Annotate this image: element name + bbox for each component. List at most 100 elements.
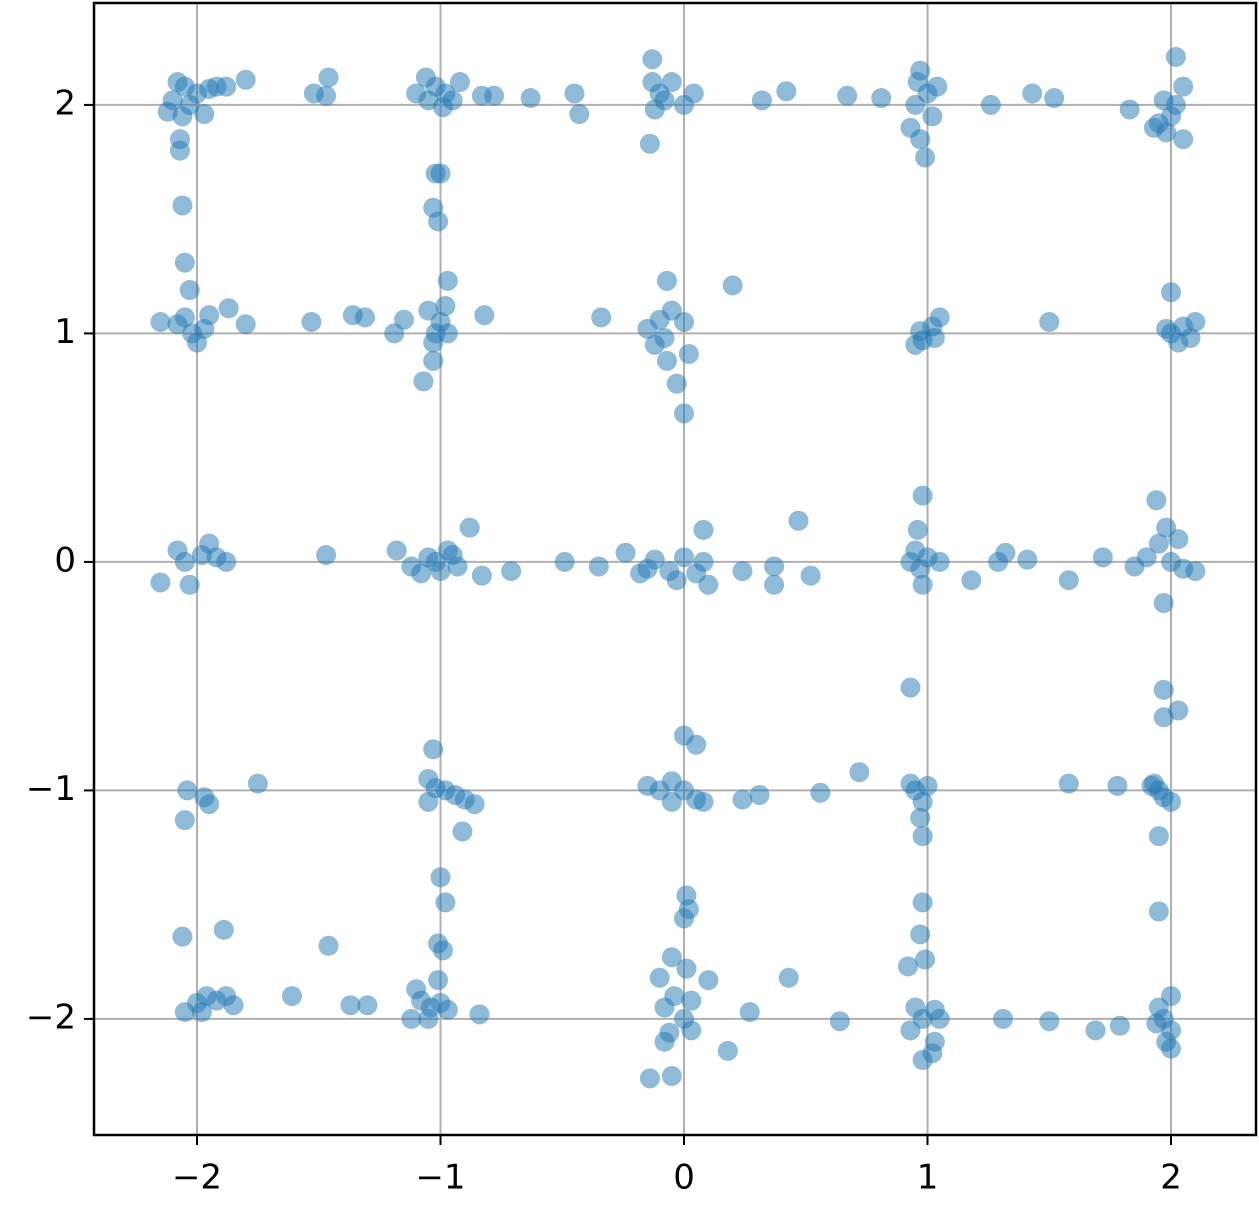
point bbox=[837, 85, 858, 106]
point bbox=[749, 784, 770, 805]
point bbox=[1185, 561, 1206, 582]
points bbox=[150, 46, 1206, 1089]
point bbox=[435, 892, 456, 913]
point bbox=[739, 1002, 760, 1023]
point bbox=[912, 574, 933, 595]
point bbox=[1039, 1011, 1060, 1032]
point bbox=[318, 935, 339, 956]
point bbox=[174, 551, 195, 572]
point bbox=[169, 140, 190, 161]
point bbox=[423, 739, 444, 760]
point bbox=[247, 773, 268, 794]
y-tick-label: 0 bbox=[54, 540, 76, 580]
point bbox=[428, 970, 449, 991]
point bbox=[520, 88, 541, 109]
point bbox=[1146, 1013, 1167, 1034]
point bbox=[1092, 547, 1113, 568]
point bbox=[678, 343, 699, 364]
point bbox=[281, 986, 302, 1007]
point bbox=[693, 791, 714, 812]
point bbox=[693, 551, 714, 572]
point bbox=[437, 999, 458, 1020]
point bbox=[425, 551, 446, 572]
point bbox=[661, 947, 682, 968]
point bbox=[428, 211, 449, 232]
point bbox=[992, 1008, 1013, 1029]
point bbox=[910, 129, 931, 150]
point bbox=[642, 72, 663, 93]
point bbox=[898, 956, 919, 977]
point bbox=[157, 101, 178, 122]
point bbox=[810, 782, 831, 803]
point bbox=[174, 307, 195, 328]
point bbox=[452, 821, 473, 842]
point bbox=[1109, 1015, 1130, 1036]
point bbox=[1168, 700, 1189, 721]
point bbox=[1156, 318, 1177, 339]
point bbox=[1058, 773, 1079, 794]
point bbox=[661, 1066, 682, 1087]
point bbox=[1148, 901, 1169, 922]
point bbox=[318, 67, 339, 88]
point bbox=[432, 97, 453, 118]
point bbox=[213, 919, 234, 940]
point bbox=[924, 327, 945, 348]
point bbox=[1146, 490, 1167, 511]
point bbox=[764, 574, 785, 595]
point bbox=[150, 311, 171, 332]
point bbox=[179, 94, 200, 115]
point bbox=[1148, 826, 1169, 847]
point bbox=[1168, 529, 1189, 550]
point bbox=[637, 558, 658, 579]
point bbox=[764, 556, 785, 577]
point bbox=[912, 892, 933, 913]
point bbox=[910, 924, 931, 945]
point bbox=[435, 295, 456, 316]
point bbox=[447, 556, 468, 577]
point bbox=[912, 791, 933, 812]
point bbox=[1039, 311, 1060, 332]
point bbox=[693, 519, 714, 540]
point bbox=[1165, 94, 1186, 115]
point bbox=[681, 1020, 702, 1041]
point bbox=[674, 547, 695, 568]
point bbox=[1161, 986, 1182, 1007]
point bbox=[174, 810, 195, 831]
point bbox=[418, 791, 439, 812]
point bbox=[1017, 549, 1038, 570]
point bbox=[654, 1031, 675, 1052]
point bbox=[554, 551, 575, 572]
point bbox=[235, 314, 256, 335]
point bbox=[915, 147, 936, 168]
point bbox=[449, 72, 470, 93]
point bbox=[564, 83, 585, 104]
point bbox=[666, 373, 687, 394]
plot-frame bbox=[92, 1, 1258, 1137]
point bbox=[871, 88, 892, 109]
point bbox=[674, 403, 695, 424]
point bbox=[316, 85, 337, 106]
point bbox=[401, 1008, 422, 1029]
y-tick-label: 2 bbox=[54, 83, 76, 123]
point bbox=[829, 1011, 850, 1032]
point bbox=[995, 542, 1016, 563]
point bbox=[355, 307, 376, 328]
point bbox=[423, 350, 444, 371]
point bbox=[678, 899, 699, 920]
point bbox=[174, 252, 195, 273]
point bbox=[929, 307, 950, 328]
point bbox=[464, 794, 485, 815]
point bbox=[788, 510, 809, 531]
point bbox=[474, 305, 495, 326]
point bbox=[666, 570, 687, 591]
point bbox=[644, 334, 665, 355]
point bbox=[686, 734, 707, 755]
point bbox=[569, 104, 590, 125]
point bbox=[922, 106, 943, 127]
point bbox=[900, 677, 921, 698]
point bbox=[216, 76, 237, 97]
point bbox=[927, 76, 948, 97]
point bbox=[1173, 129, 1194, 150]
point bbox=[150, 572, 171, 593]
